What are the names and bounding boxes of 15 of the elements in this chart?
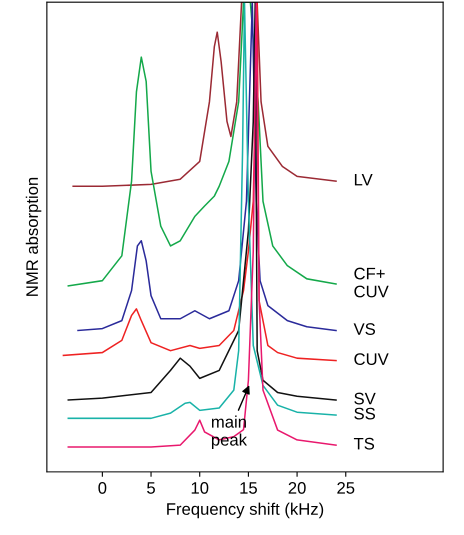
- series-label: CF+ CUV: [354, 268, 389, 298]
- x-tick-label: 15: [240, 482, 257, 494]
- series-label: SV: [354, 392, 376, 404]
- x-tick-label: 25: [337, 482, 354, 494]
- x-tick-label: 20: [288, 482, 306, 494]
- y-axis-title: NMR absorption: [26, 178, 42, 296]
- series-label: CUV: [354, 353, 389, 366]
- series-label: TS: [354, 438, 374, 450]
- x-tick-label: 10: [192, 482, 208, 494]
- series-label: VS: [354, 323, 376, 335]
- x-axis-title: Frequency shift (kHz): [167, 502, 324, 518]
- series-label: LV: [354, 174, 373, 186]
- x-tick-label: 0: [98, 482, 106, 494]
- x-tick-label: 5: [147, 482, 155, 494]
- series-label: SS: [354, 408, 376, 420]
